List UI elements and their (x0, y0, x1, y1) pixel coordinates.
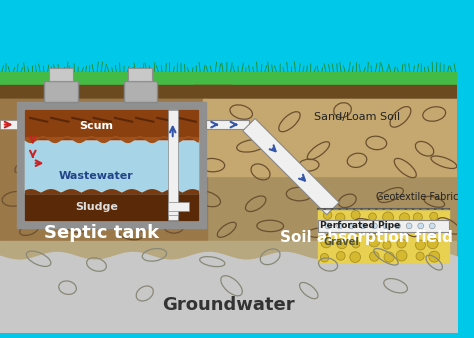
Bar (0, 120, 18, 129)
Text: Perforated Pipe: Perforated Pipe (320, 221, 401, 231)
Circle shape (336, 213, 345, 222)
Text: Soil absorption field: Soil absorption field (280, 230, 453, 245)
Circle shape (416, 240, 426, 250)
Bar (0, 85, 232, 114)
Bar (0, 241, 457, 332)
Circle shape (429, 251, 440, 262)
Bar (169, 110, 177, 220)
Bar (0, 99, 208, 241)
Circle shape (399, 223, 410, 234)
Bar (49, 68, 73, 81)
Text: Gravel: Gravel (323, 237, 359, 247)
Circle shape (413, 213, 422, 222)
Circle shape (383, 212, 393, 223)
Circle shape (372, 223, 377, 229)
Circle shape (320, 224, 332, 236)
Bar (319, 220, 449, 232)
Circle shape (352, 240, 360, 248)
Circle shape (348, 223, 354, 229)
Bar (18, 102, 206, 228)
Circle shape (430, 212, 438, 220)
Bar (206, 120, 249, 129)
Text: Geotextile Fabric: Geotextile Fabric (376, 192, 459, 202)
Circle shape (415, 225, 424, 234)
Circle shape (337, 239, 347, 249)
Circle shape (370, 252, 379, 261)
Circle shape (360, 223, 366, 229)
Circle shape (321, 237, 331, 248)
Circle shape (323, 211, 332, 219)
Circle shape (383, 241, 391, 249)
Polygon shape (243, 119, 339, 215)
Circle shape (350, 252, 361, 263)
Bar (25, 141, 198, 193)
Bar (0, 6, 457, 83)
Circle shape (397, 239, 406, 248)
Circle shape (337, 251, 345, 260)
Text: Groundwater: Groundwater (163, 296, 295, 314)
Circle shape (400, 213, 410, 223)
Circle shape (325, 223, 331, 229)
Bar (193, 85, 457, 112)
Text: Septic tank: Septic tank (44, 224, 159, 242)
Bar (202, 99, 457, 176)
Bar (0, 99, 457, 241)
Bar (169, 110, 177, 129)
Circle shape (418, 223, 424, 229)
Circle shape (429, 223, 435, 229)
Text: Scum: Scum (80, 121, 113, 130)
Circle shape (351, 211, 360, 219)
Circle shape (320, 254, 329, 262)
Circle shape (395, 223, 401, 229)
Text: Sand/Loam Soil: Sand/Loam Soil (314, 112, 400, 122)
Bar (168, 110, 178, 220)
Circle shape (396, 250, 407, 261)
Circle shape (427, 238, 438, 249)
Text: Sludge: Sludge (75, 202, 118, 212)
Bar (25, 110, 198, 220)
Bar (25, 193, 198, 220)
Bar (319, 209, 449, 262)
Circle shape (384, 252, 394, 262)
Text: Wastewater: Wastewater (59, 171, 134, 181)
Circle shape (369, 213, 376, 221)
Circle shape (406, 223, 412, 229)
Bar (0, 72, 457, 89)
Circle shape (337, 225, 346, 234)
Circle shape (383, 223, 389, 229)
Circle shape (428, 222, 439, 234)
Bar (168, 202, 189, 212)
Circle shape (353, 223, 365, 234)
Bar (25, 110, 198, 139)
Circle shape (337, 223, 343, 229)
Bar (128, 68, 153, 81)
Bar (124, 81, 157, 102)
Circle shape (366, 225, 377, 237)
Circle shape (369, 236, 380, 247)
Circle shape (381, 223, 391, 233)
Circle shape (416, 252, 424, 260)
Bar (45, 81, 78, 102)
Bar (168, 204, 178, 215)
